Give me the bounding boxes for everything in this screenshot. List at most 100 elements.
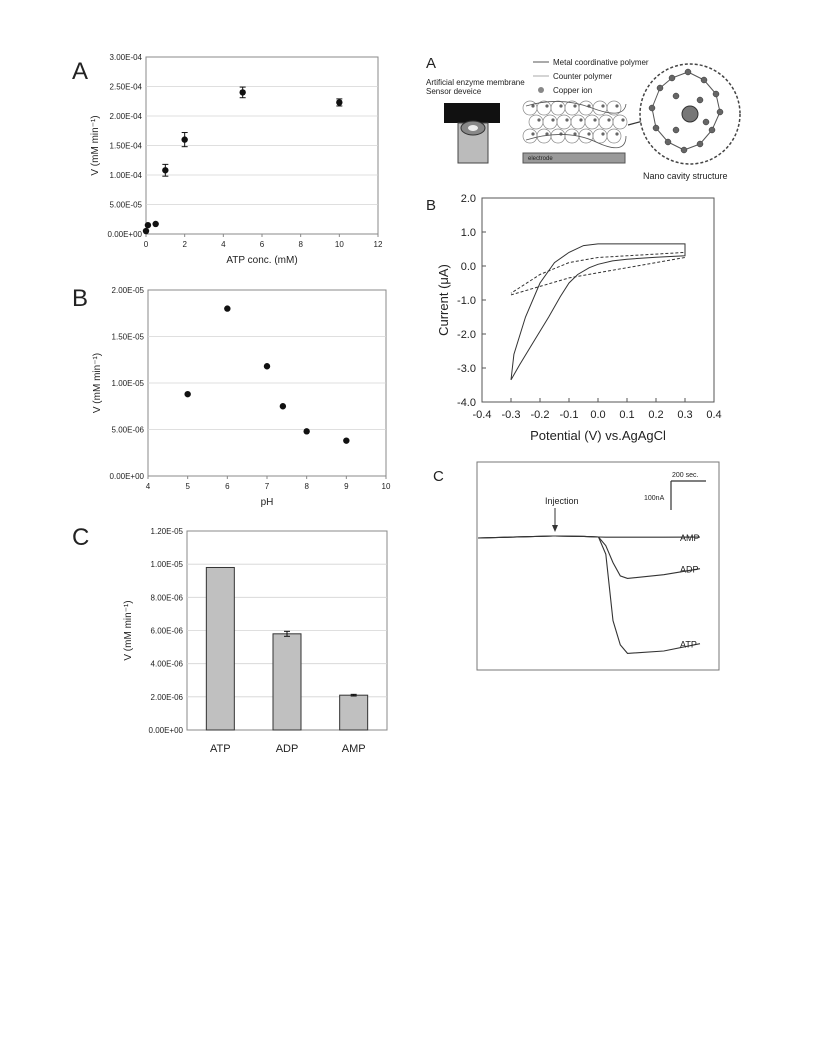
chart-a-x-tick: 12 (374, 240, 383, 249)
molecule-atom (672, 92, 680, 100)
chart-a-y-label: V (mM min⁻¹) (90, 115, 101, 175)
chart-c-y-tick: 1.00E-05 (151, 560, 184, 569)
chart-b-x-tick: 5 (185, 482, 190, 491)
chart-c-y-tick: 6.00E-06 (151, 627, 184, 636)
cv-series-solid (510, 243, 686, 381)
chart-b-x-tick: 4 (146, 482, 151, 491)
polymer-coil (556, 114, 572, 130)
panel-letter-left-c: C (72, 524, 89, 551)
copper-ion-dot (587, 132, 591, 136)
sensor-cap (444, 103, 500, 123)
chart-a-y-tick: 5.00E-05 (110, 201, 143, 210)
molecule-atom (680, 146, 688, 154)
copper-ion-dot (565, 118, 569, 122)
polymer-coil (570, 114, 586, 130)
cv-x-tick: 0.4 (706, 409, 721, 421)
legend-copper-dot (538, 87, 544, 93)
copper-ion-dot (621, 118, 625, 122)
chart-b-y-tick: 5.00E-06 (112, 426, 145, 435)
chart-a-y-tick: 0.00E+00 (108, 230, 143, 239)
molecule-atom (700, 76, 708, 84)
polymer-coil (606, 100, 622, 116)
chart-b-point (279, 403, 287, 410)
chart-b-x-tick: 9 (344, 482, 349, 491)
chart-b-y-tick: 1.00E-05 (112, 379, 145, 388)
chart-c-bar (205, 566, 235, 731)
scale-bar-current-label: 100nA (644, 495, 665, 502)
copper-ion-dot (559, 104, 563, 108)
chart-a-point (144, 221, 152, 229)
chart-a-x-tick: 8 (298, 240, 303, 249)
legend-counter-label: Counter polymer (553, 72, 612, 81)
cv-y-tick: -4.0 (457, 397, 476, 409)
chart-a-y-tick: 1.00E-04 (110, 171, 143, 180)
copper-ion-dot (559, 132, 563, 136)
chart-a-y-tick: 3.00E-04 (110, 53, 143, 62)
polymer-chain (525, 101, 627, 149)
chart-c-category-label: AMP (342, 743, 366, 755)
amp-frame (476, 461, 720, 671)
chart-right-b: -4.0 -3.0 -2.0 -1.0 0.0 1.0 2.0 -0.4 -0.3 -0.2 -0.… (436, 193, 722, 443)
copper-ion-dot (537, 118, 541, 122)
molecule-bond (651, 107, 657, 129)
cv-x-tick: 0.2 (648, 409, 663, 421)
polymer-coil (542, 114, 558, 130)
chart-b-point (224, 305, 231, 312)
chart-c-y-label: V (mM min⁻¹) (123, 600, 134, 660)
cv-y-tick: -3.0 (457, 363, 476, 375)
chart-c-bar (272, 633, 302, 731)
chart-b-x-label: pH (261, 497, 274, 508)
chart-a-y-tick: 2.50E-04 (110, 83, 143, 92)
polymer-coil (564, 100, 580, 116)
copper-ion-dot (607, 118, 611, 122)
polymer-coil (528, 114, 544, 130)
chart-a-x-tick: 10 (335, 240, 344, 249)
copper-ion-dot (551, 118, 555, 122)
cv-x-tick: 0.3 (677, 409, 692, 421)
chart-c-y-tick: 8.00E-06 (151, 593, 184, 602)
molecule-bond (651, 87, 661, 109)
cv-x-tick: 0.0 (590, 409, 605, 421)
copper-ion-dot (601, 104, 605, 108)
polymer-coil (522, 128, 538, 144)
electrode-bar (522, 152, 626, 164)
molecule-atom (696, 140, 704, 148)
copper-ion-dot (545, 132, 549, 136)
cv-x-tick: 0.1 (619, 409, 634, 421)
molecule-atom (684, 68, 692, 76)
amp-trace-label-amp: AMP (680, 533, 700, 543)
panel-letter-left-b: B (72, 285, 88, 312)
copper-ion-dot (615, 132, 619, 136)
cv-x-tick: -0.3 (502, 409, 521, 421)
chart-c-y-tick: 1.20E-05 (151, 527, 184, 536)
polymer-coil (592, 100, 608, 116)
chart-b-point (343, 437, 350, 444)
cv-x-tick: -0.1 (560, 409, 579, 421)
polymer-coil (598, 114, 614, 130)
membrane-title-2: Sensor deveice (426, 87, 482, 96)
chart-c-y-tick: 2.00E-06 (151, 693, 184, 702)
nano-cavity-label: Nano cavity structure (643, 171, 728, 181)
injection-label: Injection (545, 496, 579, 506)
copper-ion-dot (545, 104, 549, 108)
chart-b-y-tick: 1.50E-05 (112, 333, 145, 342)
cv-series-dashed (510, 251, 686, 296)
polymer-coil (550, 128, 566, 144)
cv-y-label: Current (μA) (436, 264, 451, 336)
injection-arrowhead (552, 525, 558, 532)
chart-c-y-tick: 0.00E+00 (149, 726, 184, 735)
molecule-bond (711, 111, 721, 131)
polymer-coil (578, 128, 594, 144)
amp-trace-label-adp: ADP (680, 565, 699, 575)
nano-cavity-molecules (648, 68, 724, 154)
membrane-title-1: Artificial enzyme membrane (426, 78, 525, 87)
chart-a-point (239, 89, 246, 96)
amp-trace-atp (477, 535, 701, 654)
panel-letter-left-a: A (72, 58, 88, 85)
chart-b-point (263, 363, 271, 370)
nano-cavity-copper-ion (681, 105, 699, 123)
chart-b-y-tick: 0.00E+00 (110, 472, 145, 481)
polymer-coil (550, 100, 566, 116)
polymer-coil (592, 128, 608, 144)
